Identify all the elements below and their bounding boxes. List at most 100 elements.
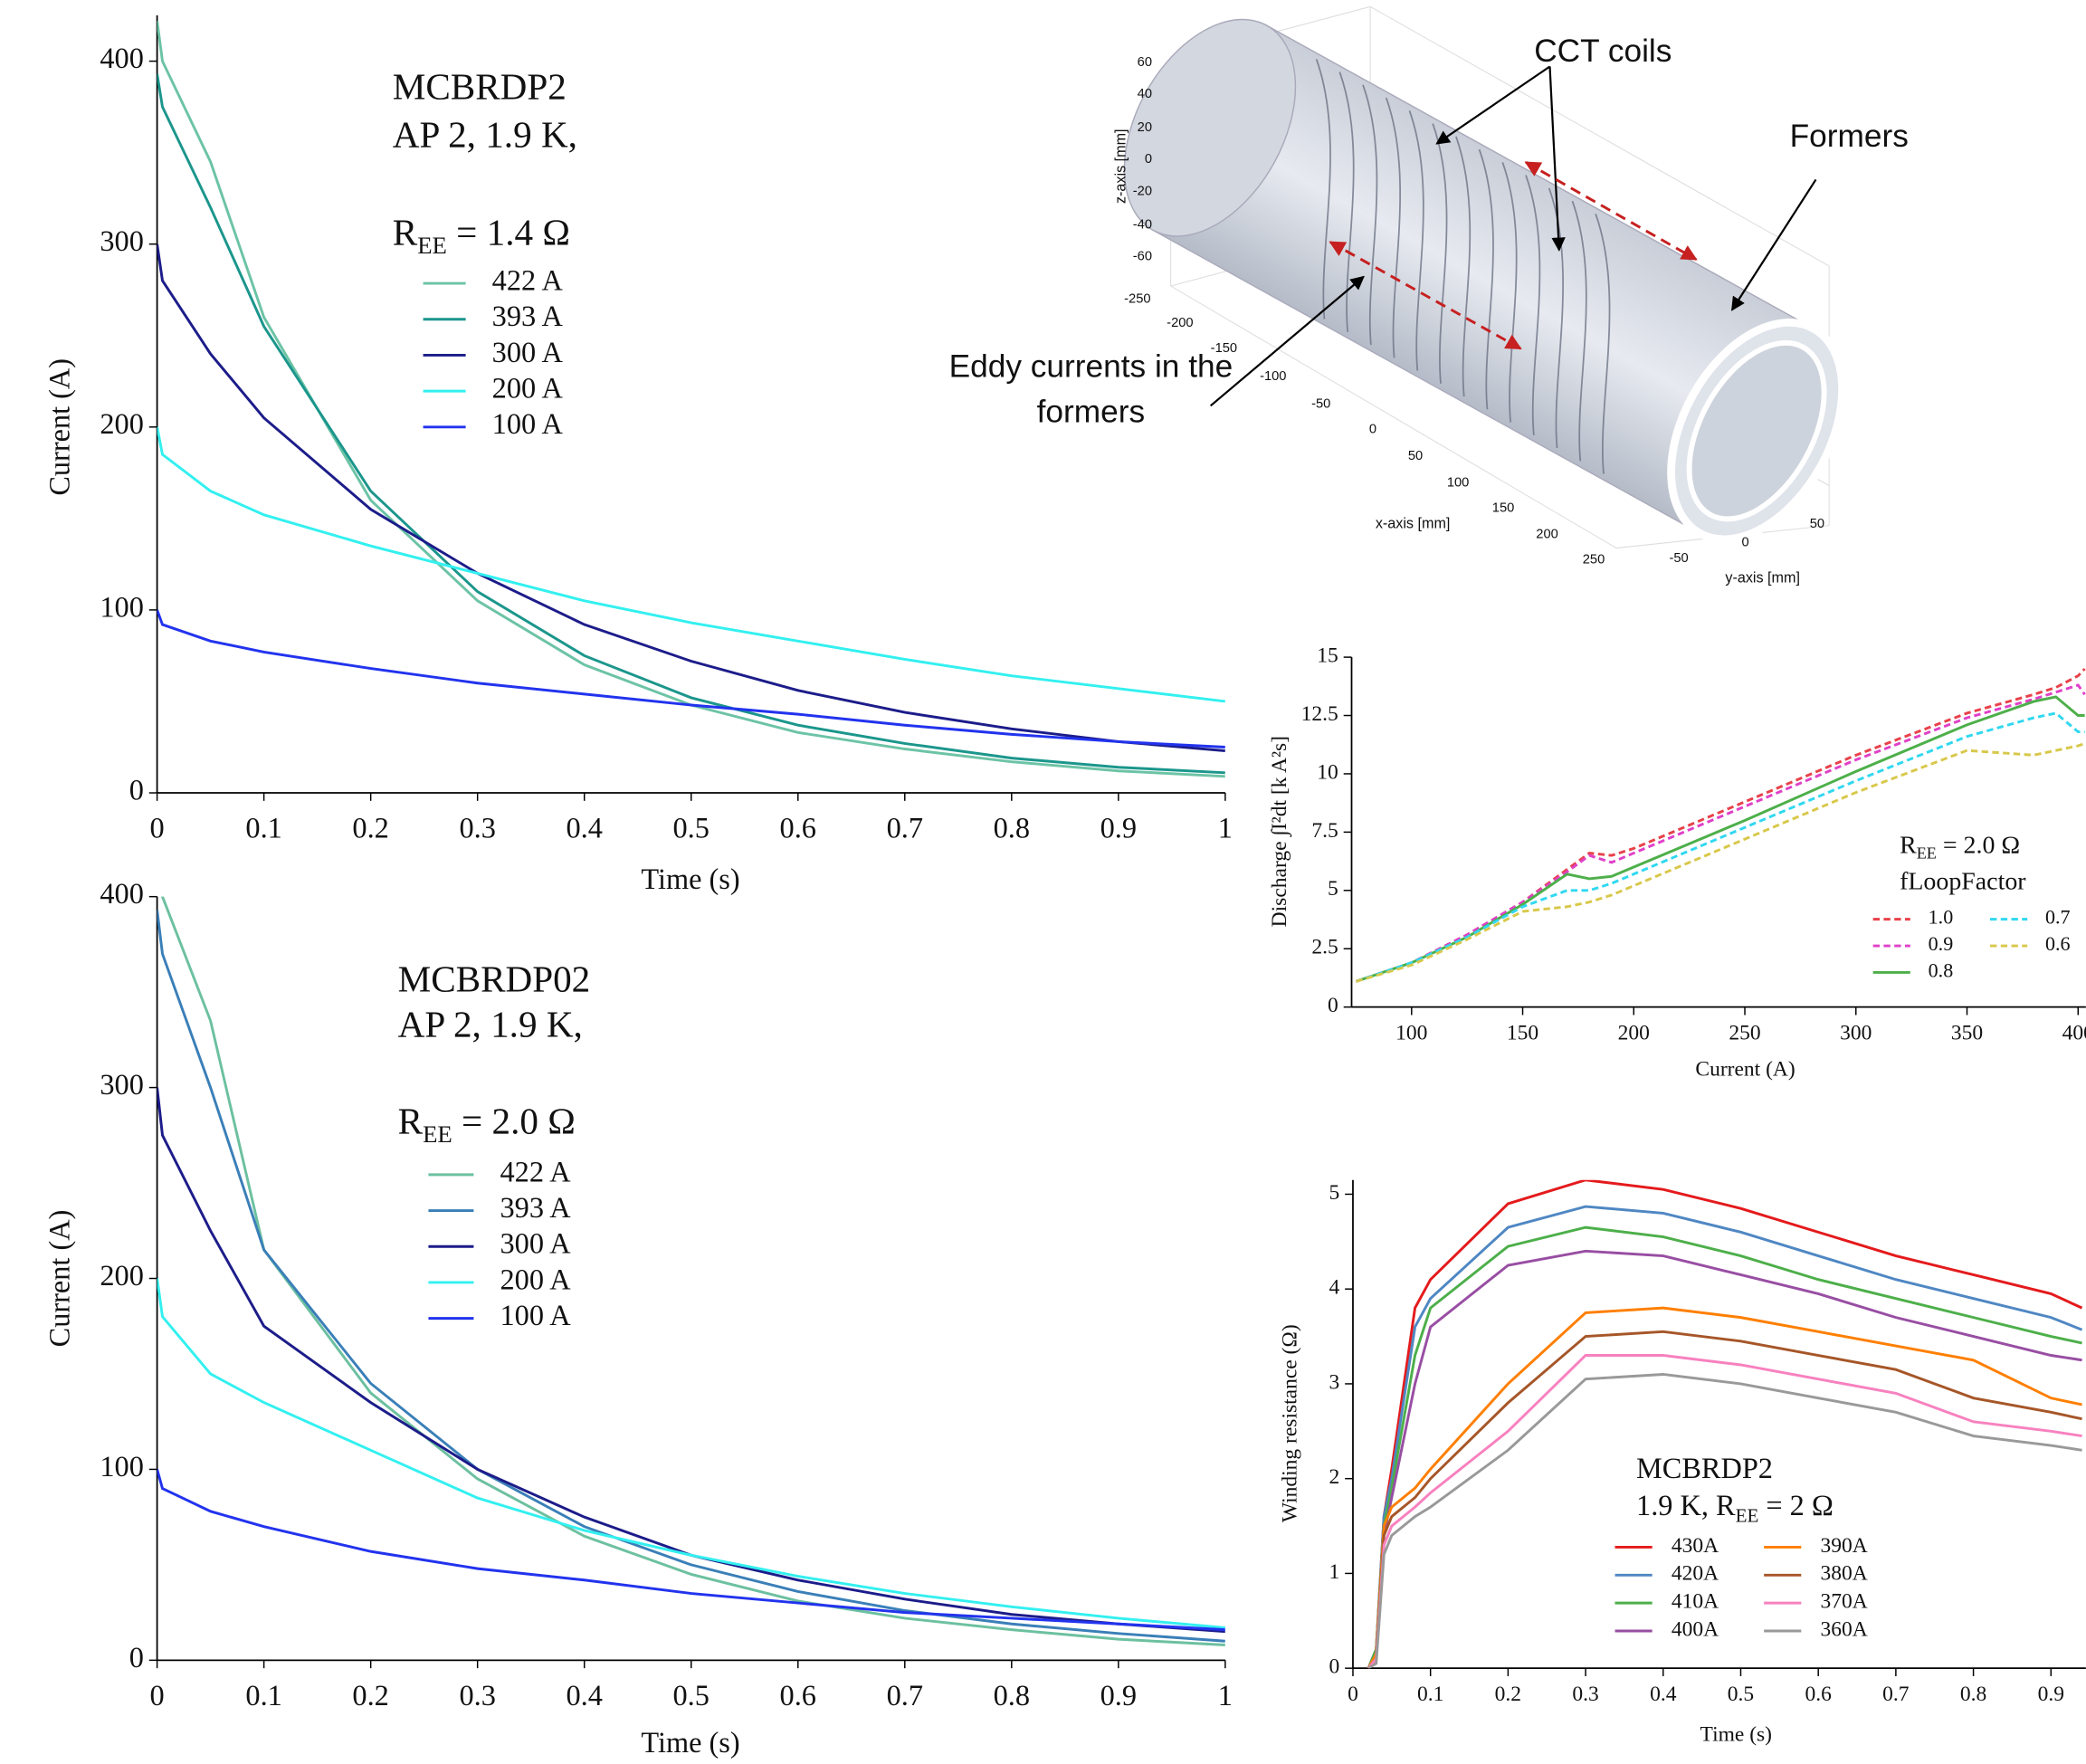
y-tick-label: 0 [1329, 1655, 1340, 1679]
series-line [157, 1469, 1225, 1629]
y-tick-label: 100 [100, 590, 144, 623]
diagram-label: -20 [1133, 185, 1152, 199]
x-tick-label: 0.6 [780, 811, 816, 844]
y-tick-label: 5 [1329, 1181, 1340, 1205]
x-axis-label: Time (s) [1700, 1723, 1772, 1747]
y-tick-label: 300 [100, 224, 144, 257]
diagram-label: -250 [1124, 292, 1150, 307]
legend-label: 380A [1820, 1562, 1867, 1586]
diagram-label: 0 [1741, 536, 1748, 550]
x-tick-label: 0.5 [1728, 1683, 1754, 1706]
legend-label: 422 A [492, 263, 564, 296]
x-tick-label: 1 [1218, 811, 1233, 844]
annotation-text: R [1900, 832, 1917, 860]
y-tick-label: 3 [1329, 1370, 1340, 1394]
x-tick-label: 0 [150, 1679, 165, 1712]
y-tick-label: 2.5 [1311, 936, 1338, 959]
diagram-label: 0 [1369, 423, 1376, 437]
x-tick-label: 0.1 [245, 811, 281, 844]
y-tick-label: 0 [1328, 994, 1338, 1017]
chart-title: MCBRDP02 [398, 958, 591, 1000]
chart-title: MCBRDP2 [393, 65, 567, 107]
x-tick-label: 0.4 [566, 811, 602, 844]
annotation-text: R [398, 1101, 424, 1142]
diagram-label: Eddy currents in the [949, 348, 1234, 384]
legend-label: 420A [1672, 1562, 1719, 1586]
diagram-label: y-axis [mm] [1725, 570, 1800, 586]
x-tick-label: 350 [1951, 1022, 1983, 1045]
legend-label: 100 A [492, 407, 564, 440]
x-tick-label: 0.7 [887, 811, 923, 844]
x-tick-label: 0.5 [673, 811, 710, 844]
x-tick-label: 0.6 [1805, 1683, 1832, 1706]
legend-label: 393 A [492, 300, 564, 332]
legend-label: 0.7 [2045, 906, 2071, 929]
y-tick-label: 12.5 [1301, 702, 1338, 726]
chart: 02.557.51012.515100150200250300350400Cur… [1268, 644, 2086, 1081]
x-tick-label: 250 [1729, 1022, 1760, 1045]
diagram-label: 0 [1145, 152, 1152, 167]
diagram-label: -50 [1311, 397, 1330, 412]
diagram-label: x-axis [mm] [1376, 515, 1451, 531]
x-tick-label: 0 [150, 811, 165, 844]
x-tick-label: 0.4 [1650, 1683, 1677, 1706]
annotation: REE = 2.0 Ω [398, 1101, 576, 1148]
y-tick-label: 5 [1328, 877, 1338, 901]
x-tick-label: 0.3 [459, 811, 495, 844]
annotation: 1.9 K, REE = 2 Ω [1636, 1489, 1834, 1526]
series-line [1368, 1227, 2081, 1668]
x-tick-label: 0.1 [1417, 1683, 1443, 1706]
x-tick-label: 0.9 [1100, 811, 1137, 844]
y-axis-label: Current (A) [43, 1210, 76, 1348]
annotation-subscript: EE [417, 232, 447, 259]
legend-label: 360A [1820, 1617, 1867, 1641]
diagram-label: 100 [1447, 475, 1470, 490]
x-tick-label: 0.5 [673, 1679, 710, 1712]
diagram-label: 40 [1138, 87, 1152, 101]
diagram-label: z-axis [mm] [1112, 129, 1129, 204]
x-tick-label: 0.9 [1100, 1679, 1137, 1712]
annotation-subscript: EE [1917, 844, 1937, 863]
legend-label: 200 A [492, 372, 564, 405]
chart-subtitle: AP 2, 1.9 K, [393, 113, 577, 155]
x-tick-label: 0.6 [780, 1679, 816, 1712]
y-tick-label: 400 [100, 877, 144, 910]
x-tick-label: 0.4 [566, 1679, 602, 1712]
annotation-text: = 2.0 Ω [452, 1101, 576, 1142]
diagram-label: -50 [1669, 551, 1688, 566]
x-tick-label: 100 [1395, 1022, 1427, 1045]
y-tick-label: 15 [1317, 644, 1338, 667]
legend-label: 200 A [500, 1263, 572, 1295]
annotation-subscript: EE [1736, 1504, 1759, 1526]
annotation-text: R [393, 212, 418, 253]
y-axis-label: Discharge ∫I²dt [k A²s] [1268, 736, 1292, 927]
diagram-label: -60 [1133, 250, 1152, 264]
x-tick-label: 0 [1348, 1683, 1358, 1706]
chart: 010020030040000.10.20.30.40.50.60.70.80.… [43, 854, 1233, 1759]
diagram-label: 60 [1138, 55, 1152, 70]
x-tick-label: 200 [1618, 1022, 1650, 1045]
annotation: REE = 2.0 Ω [1900, 832, 2020, 863]
x-tick-label: 0.2 [1495, 1683, 1521, 1706]
legend-label: 100 A [500, 1299, 572, 1331]
x-tick-label: 0.9 [2038, 1683, 2064, 1706]
annotation-subscript: EE [423, 1120, 452, 1148]
diagram-label: -150 [1211, 341, 1237, 356]
diagram-label: 200 [1536, 528, 1558, 542]
annotation-text: = 2.0 Ω [1937, 832, 2020, 860]
x-tick-label: 300 [1840, 1022, 1872, 1045]
diagram-label: -200 [1167, 316, 1193, 330]
x-tick-label: 0.8 [1960, 1683, 1986, 1706]
legend-label: 300 A [492, 336, 564, 368]
legend-label: 1.0 [1929, 906, 1954, 929]
x-axis-label: Current (A) [1695, 1058, 1795, 1082]
legend-label: 422 A [500, 1155, 572, 1187]
diagram-label: CCT coils [1534, 33, 1672, 69]
y-tick-label: 7.5 [1311, 819, 1338, 843]
y-tick-label: 300 [100, 1068, 144, 1101]
diagram-label: -40 [1133, 217, 1152, 232]
y-tick-label: 200 [100, 1259, 144, 1292]
y-tick-label: 1 [1329, 1560, 1340, 1584]
x-tick-label: 150 [1507, 1022, 1538, 1045]
page: {"chart_data": [ {"type": "line", "title… [0, 0, 2086, 1764]
